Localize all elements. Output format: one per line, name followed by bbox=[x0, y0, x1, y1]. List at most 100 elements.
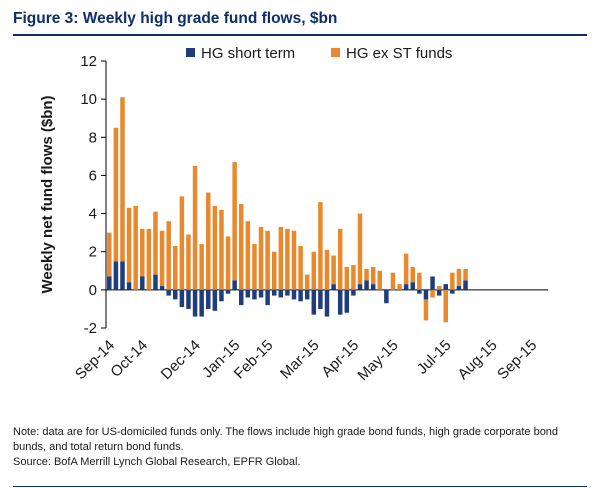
footnotes: Note: data are for US-domiciled funds on… bbox=[13, 425, 588, 470]
x-tick-label: Jul-15 bbox=[414, 337, 455, 378]
x-tick-label: Sep-15 bbox=[494, 337, 540, 383]
bar-hg-short-term bbox=[192, 289, 198, 317]
bar-hg-ex-st bbox=[304, 274, 310, 290]
bar-hg-ex-st bbox=[133, 205, 138, 290]
bar-hg-ex-st bbox=[410, 266, 416, 283]
bar-hg-short-term bbox=[179, 289, 185, 308]
x-tick-label: Sep-14 bbox=[72, 337, 118, 383]
bar-hg-short-term bbox=[120, 261, 125, 290]
bar-hg-short-term bbox=[166, 289, 171, 296]
bar-hg-ex-st bbox=[337, 228, 343, 290]
y-tick-label: 2 bbox=[89, 244, 97, 261]
y-tick-label: 10 bbox=[80, 91, 97, 108]
bar-hg-short-term bbox=[225, 289, 231, 294]
bar-hg-ex-st bbox=[146, 228, 152, 290]
bar-hg-ex-st bbox=[238, 204, 244, 290]
bar-hg-ex-st bbox=[199, 244, 204, 290]
bar-hg-short-term bbox=[410, 282, 416, 290]
legend-label: HG short term bbox=[201, 45, 295, 62]
bar-hg-ex-st bbox=[166, 221, 171, 290]
bar-hg-ex-st bbox=[113, 127, 119, 262]
bar-hg-short-term bbox=[278, 289, 284, 298]
bar-hg-short-term bbox=[113, 261, 119, 290]
bar-hg-ex-st bbox=[291, 230, 297, 290]
bar-hg-ex-st bbox=[344, 266, 350, 290]
legend-swatch bbox=[186, 48, 195, 57]
y-tick-label: 12 bbox=[80, 53, 97, 70]
bar-hg-short-term bbox=[285, 289, 290, 296]
bar-hg-short-term bbox=[344, 289, 350, 313]
y-axis-title: Weekly net fund flows ($bn) bbox=[39, 95, 56, 293]
bar-hg-ex-st bbox=[252, 244, 257, 290]
bar-hg-short-term bbox=[384, 289, 389, 304]
y-tick-label: -2 bbox=[84, 320, 97, 337]
bottom-rule bbox=[13, 486, 587, 487]
bar-hg-short-term bbox=[423, 289, 429, 300]
bar-hg-short-term bbox=[351, 289, 356, 296]
bar-hg-ex-st bbox=[397, 284, 402, 290]
bar-hg-ex-st bbox=[357, 213, 363, 285]
source-text: Source: BofA Merrill Lynch Global Resear… bbox=[13, 456, 301, 468]
chart-legend: HG short term HG ex ST funds bbox=[186, 45, 452, 62]
bar-hg-short-term bbox=[107, 276, 112, 290]
bar-hg-ex-st bbox=[318, 202, 323, 290]
bar-hg-ex-st bbox=[436, 286, 442, 290]
x-tick-label: Mar-15 bbox=[277, 337, 323, 383]
legend-label: HG ex ST funds bbox=[346, 45, 452, 62]
bar-hg-ex-st bbox=[265, 230, 270, 290]
bar-hg-ex-st bbox=[450, 272, 455, 290]
bar-hg-ex-st bbox=[179, 196, 185, 290]
bar-hg-ex-st bbox=[271, 251, 277, 290]
bar-hg-short-term bbox=[186, 289, 191, 309]
bar-hg-short-term bbox=[173, 289, 178, 300]
x-tick-label: Oct-14 bbox=[107, 337, 151, 381]
bar-hg-ex-st bbox=[153, 211, 158, 275]
bar-hg-ex-st bbox=[173, 245, 178, 290]
y-tick-label: 8 bbox=[89, 129, 97, 146]
bar-hg-ex-st bbox=[370, 266, 376, 285]
bar-hg-ex-st bbox=[159, 230, 165, 287]
bar-hg-short-term bbox=[298, 289, 303, 302]
bar-hg-ex-st bbox=[456, 268, 462, 287]
y-tick-label: 4 bbox=[89, 206, 97, 223]
bar-hg-short-term bbox=[403, 284, 409, 290]
bar-hg-ex-st bbox=[245, 221, 251, 290]
bar-hg-short-term bbox=[252, 289, 257, 300]
note-text: Note: data are for US-domiciled funds on… bbox=[13, 426, 559, 453]
bar-hg-ex-st bbox=[331, 255, 336, 285]
x-tick-label: May-15 bbox=[354, 337, 401, 384]
bar-hg-short-term bbox=[126, 282, 132, 290]
bar-hg-ex-st bbox=[403, 253, 409, 285]
bar-hg-short-term bbox=[443, 284, 448, 290]
figure-title: Figure 3: Weekly high grade fund flows, … bbox=[13, 10, 338, 27]
legend-swatch bbox=[331, 48, 340, 57]
bar-hg-short-term bbox=[337, 289, 343, 315]
y-tick-label: 6 bbox=[89, 167, 97, 184]
bar-hg-ex-st bbox=[351, 265, 356, 290]
bar-hg-ex-st bbox=[377, 270, 383, 290]
bar-hg-short-term bbox=[199, 289, 204, 317]
bar-hg-ex-st bbox=[206, 192, 211, 290]
bar-hg-ex-st bbox=[186, 234, 191, 290]
bar-hg-short-term bbox=[291, 289, 297, 300]
bar-hg-ex-st bbox=[278, 226, 284, 290]
x-tick-label: Dec-14 bbox=[158, 337, 204, 383]
bar-hg-short-term bbox=[450, 289, 455, 294]
bar-hg-ex-st bbox=[311, 251, 317, 290]
bar-hg-ex-st bbox=[219, 209, 224, 290]
y-tick-label: 0 bbox=[89, 282, 97, 299]
bar-hg-ex-st bbox=[232, 162, 237, 281]
bar-hg-short-term bbox=[245, 289, 251, 298]
bar-hg-short-term bbox=[324, 289, 330, 317]
title-rule bbox=[13, 34, 587, 36]
bar-hg-short-term bbox=[159, 286, 165, 290]
bar-hg-short-term bbox=[304, 289, 310, 300]
bar-hg-short-term bbox=[430, 276, 435, 290]
bar-hg-ex-st bbox=[463, 268, 468, 281]
bar-hg-ex-st bbox=[324, 249, 330, 290]
bar-hg-ex-st bbox=[192, 165, 198, 290]
bar-hg-ex-st bbox=[417, 272, 422, 290]
bar-hg-short-term bbox=[364, 280, 369, 290]
bar-hg-short-term bbox=[219, 289, 224, 302]
bar-hg-ex-st bbox=[285, 228, 290, 290]
